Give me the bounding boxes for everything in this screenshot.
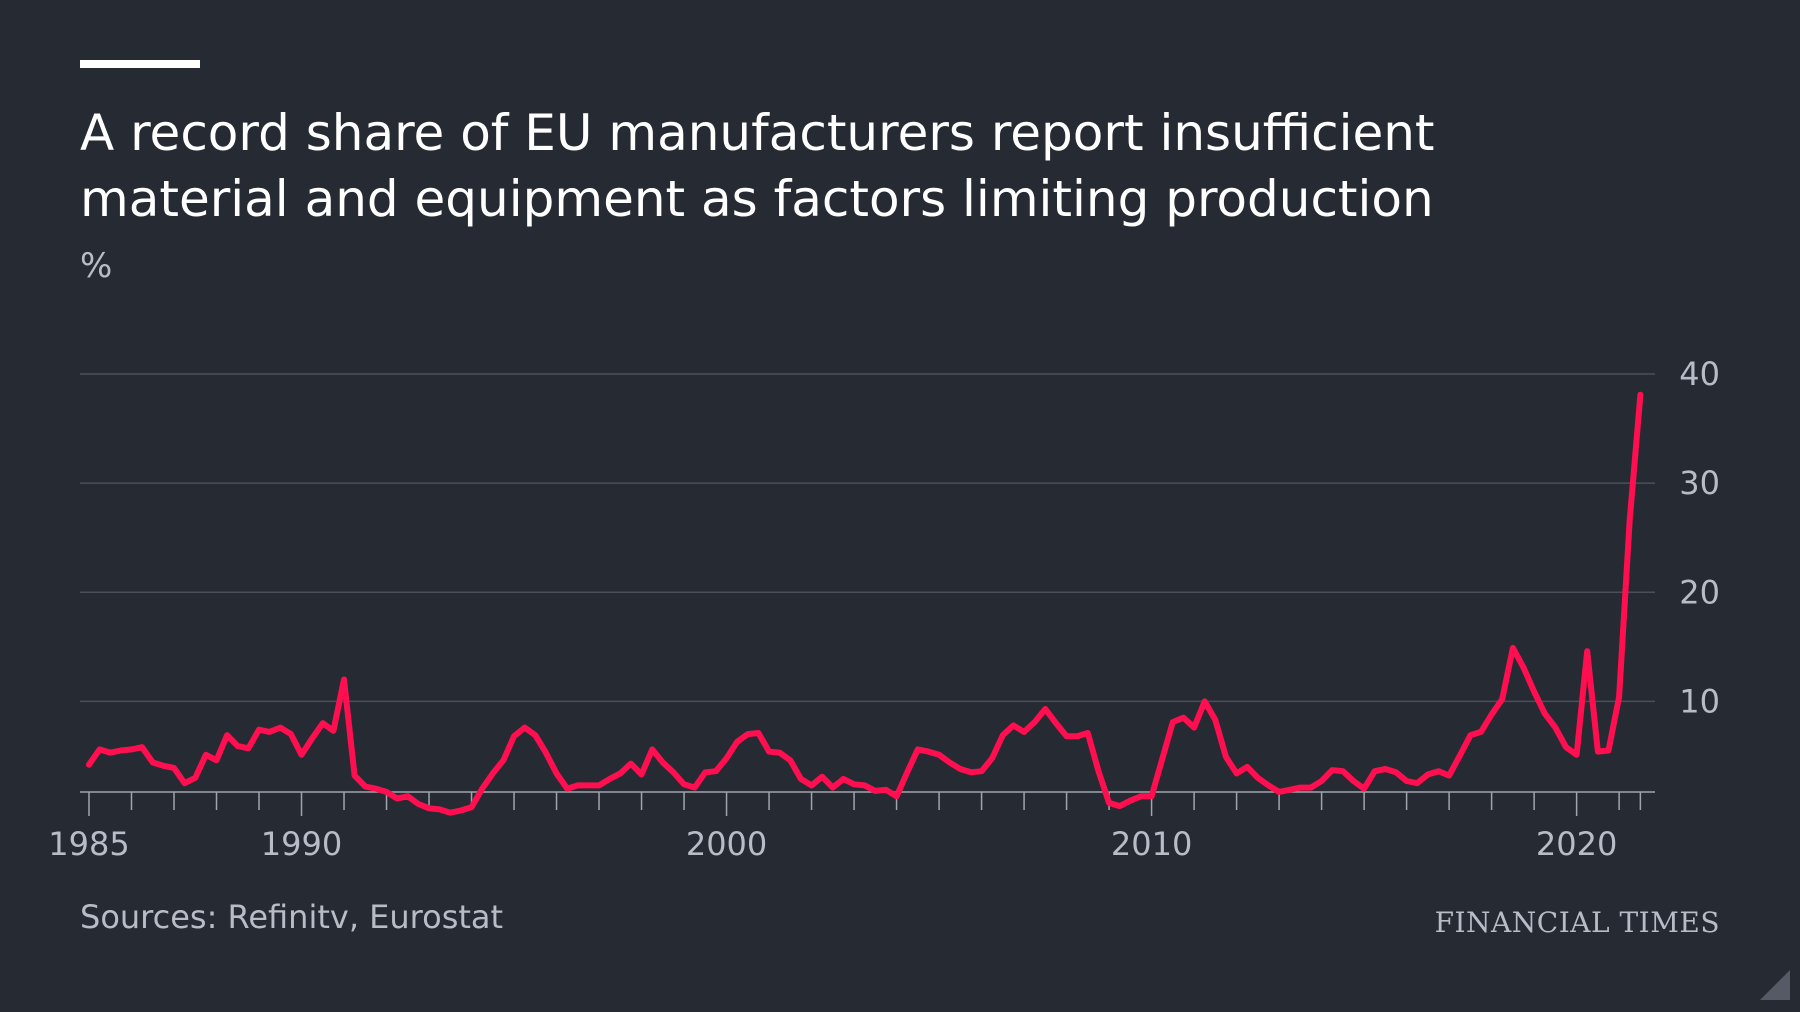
unit-label: % bbox=[80, 246, 113, 286]
series-layer bbox=[86, 391, 1644, 816]
x-axis bbox=[80, 791, 1655, 816]
title-accent-bar bbox=[80, 60, 200, 68]
chart-title: A record share of EU manufacturers repor… bbox=[80, 104, 1435, 228]
x-tick-label-2010: 2010 bbox=[1111, 825, 1192, 863]
y-tick-label-30: 30 bbox=[1679, 464, 1720, 502]
series-line-0 bbox=[86, 391, 1644, 816]
x-tick-label-1985: 1985 bbox=[48, 825, 129, 863]
y-tick-label-10: 10 bbox=[1679, 682, 1720, 720]
source-note: Sources: Refinitv, Eurostat bbox=[80, 898, 504, 936]
gridlines bbox=[80, 373, 1655, 703]
x-tick-label-1990: 1990 bbox=[261, 825, 342, 863]
tick-labels: 10 20 30 40 1985 1990 2000 2010 2020 bbox=[48, 355, 1720, 863]
y-tick-label-20: 20 bbox=[1679, 573, 1720, 611]
ft-logo-text: FINANCIAL TIMES bbox=[1434, 906, 1720, 939]
x-tick-label-2000: 2000 bbox=[686, 825, 767, 863]
corner-resize-icon bbox=[1760, 970, 1790, 1000]
y-tick-label-40: 40 bbox=[1679, 355, 1720, 393]
x-tick-label-2020: 2020 bbox=[1536, 825, 1617, 863]
